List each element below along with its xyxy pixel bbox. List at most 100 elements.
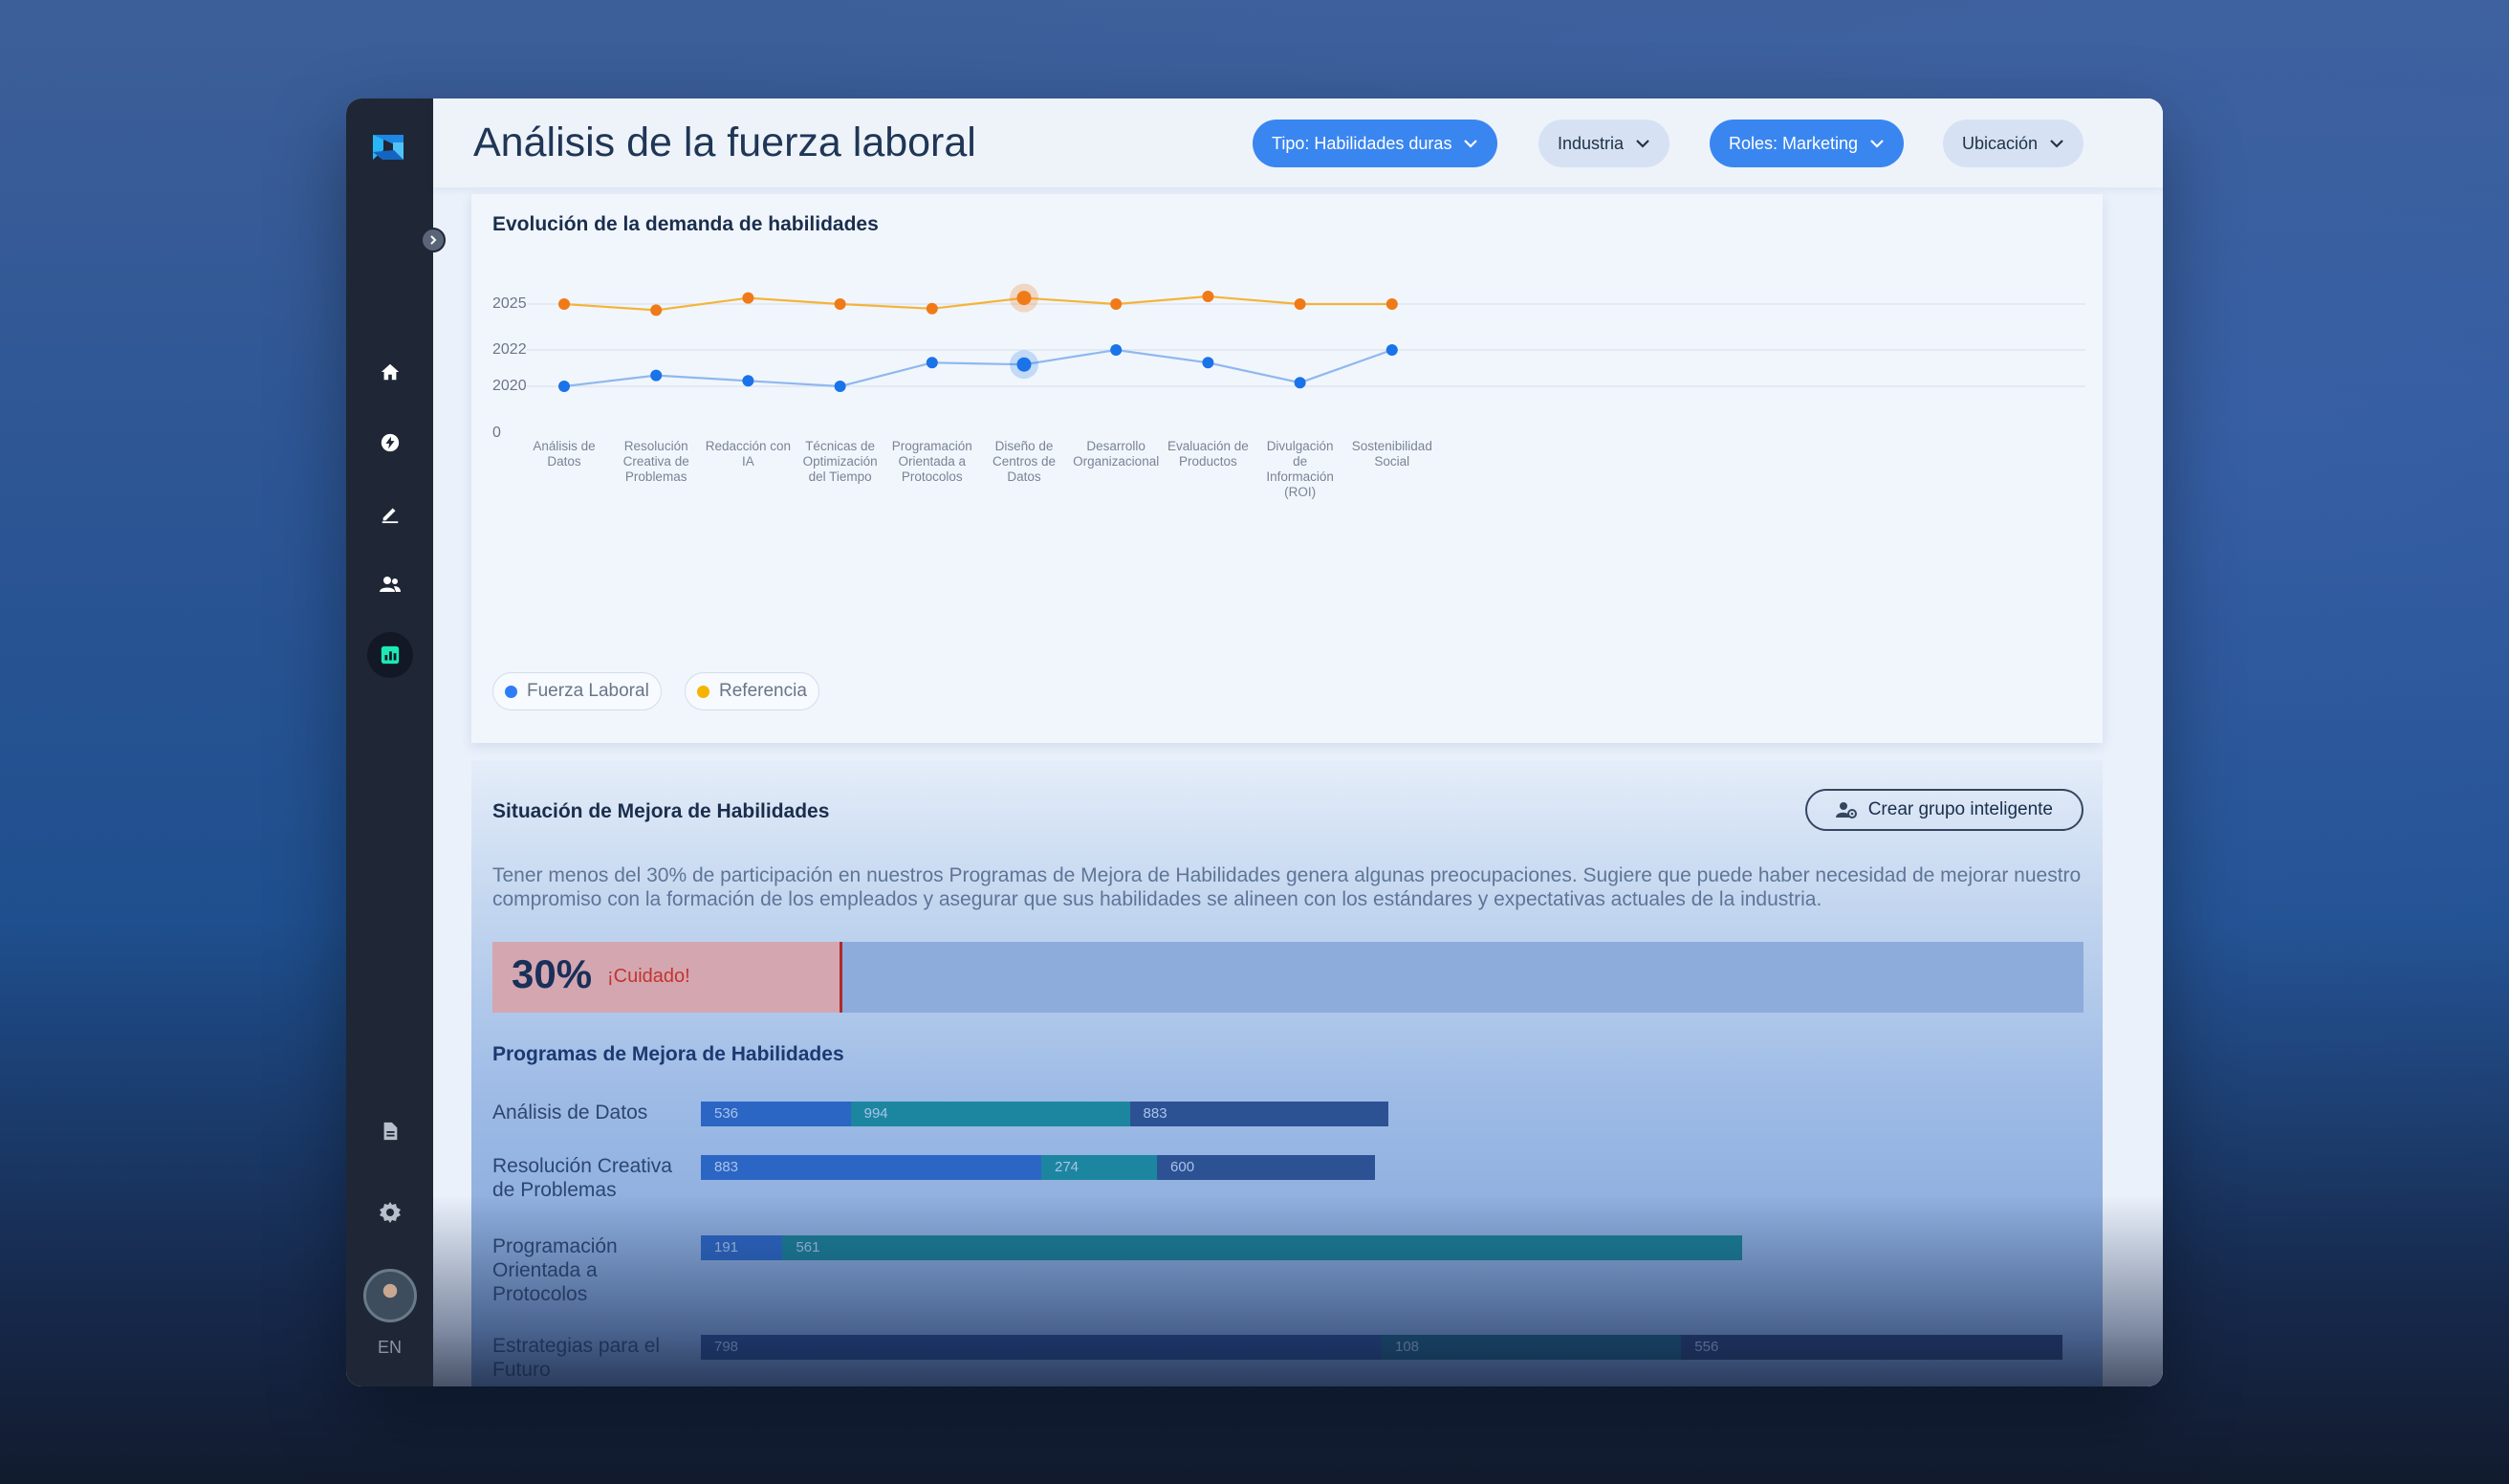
programs-title: Programas de Mejora de Habilidades	[492, 1043, 844, 1065]
program-bar-segment: 191	[701, 1235, 783, 1260]
program-label: Resolución Creativa de Problemas	[492, 1155, 672, 1201]
page-title: Análisis de la fuerza laboral	[473, 120, 976, 165]
program-bar[interactable]: 883 274 600	[701, 1155, 1375, 1180]
filter-industry[interactable]: Industria	[1538, 120, 1670, 167]
skills-demand-card: Evolución de la demanda de habilidades 0…	[471, 194, 2103, 743]
filter-roles-label: Roles: Marketing	[1729, 133, 1859, 153]
people-icon[interactable]	[367, 561, 413, 607]
participation-gauge-fill	[492, 942, 843, 1013]
x-tick-label: Programación Orientada a Protocolos	[892, 439, 972, 484]
program-bar-segment: 561	[782, 1235, 1743, 1260]
series-line-workforce	[563, 348, 1393, 388]
app-logo[interactable]	[369, 127, 407, 165]
chevron-down-icon	[2050, 140, 2063, 148]
upskilling-card: Situación de Mejora de Habilidades Crear…	[471, 760, 2103, 1386]
program-bar-segment: 274	[1041, 1155, 1158, 1180]
x-tick-label: Análisis de Datos	[533, 439, 595, 469]
program-label: Estrategias para el Futuro	[492, 1335, 661, 1381]
program-label: Programación Orientada a Protocolos	[492, 1235, 618, 1305]
filter-type-label: Tipo: Habilidades duras	[1272, 133, 1452, 153]
page-header: Análisis de la fuerza laboral Tipo: Habi…	[433, 98, 2163, 187]
participation-value: 30%	[512, 951, 593, 996]
chevron-right-icon	[430, 235, 437, 245]
program-bar-segment: 536	[701, 1102, 851, 1126]
x-tick-label: Sostenibilidad Social	[1352, 439, 1432, 469]
data-point	[1202, 357, 1214, 369]
user-avatar[interactable]	[363, 1269, 417, 1322]
data-point	[1016, 291, 1032, 306]
chevron-down-icon	[1636, 140, 1649, 148]
data-point	[834, 298, 846, 310]
x-tick-label: Resolución Creativa de Problemas	[623, 439, 689, 484]
participation-warning: ¡Cuidado!	[607, 966, 690, 987]
gear-icon[interactable]	[367, 1189, 413, 1235]
program-bar-segment: 600	[1157, 1155, 1375, 1180]
legend-reference[interactable]: Referencia	[685, 672, 819, 710]
language-selector[interactable]: EN	[377, 1338, 402, 1357]
legend-workforce-label: Fuerza Laboral	[527, 681, 649, 701]
data-point	[1294, 298, 1306, 310]
chevron-down-icon	[1464, 140, 1478, 148]
upskilling-title: Situación de Mejora de Habilidades	[492, 800, 830, 822]
data-point	[650, 369, 663, 382]
data-point	[1016, 357, 1032, 372]
y-tick-label: 2025	[492, 295, 527, 312]
data-point	[650, 304, 663, 316]
program-bar-segment: 994	[850, 1102, 1130, 1126]
app-window: EN Análisis de la fuerza laboral Tipo: H…	[346, 98, 2163, 1386]
filter-industry-label: Industria	[1558, 133, 1625, 153]
participation-gauge: 30% ¡Cuidado!	[492, 942, 2084, 1013]
y-tick-label: 2020	[492, 378, 527, 394]
program-bar[interactable]: 536 994 883	[701, 1102, 1389, 1126]
data-point	[558, 381, 570, 393]
program-bar-segment: 883	[701, 1155, 1041, 1180]
data-point	[558, 298, 570, 310]
collapse-sidebar-button[interactable]	[421, 228, 446, 252]
program-bar-segment: 883	[1129, 1102, 1389, 1126]
data-point	[834, 381, 846, 393]
sidebar: EN	[346, 98, 433, 1386]
x-tick-label: Desarrollo Organizacional	[1073, 439, 1159, 469]
x-tick-label: Divulgación de Información (ROI)	[1266, 439, 1334, 499]
program-bar-segment: 556	[1681, 1335, 2062, 1360]
create-smart-group-label: Crear grupo inteligente	[1867, 799, 2053, 819]
group-settings-icon	[1835, 802, 1857, 818]
filter-roles[interactable]: Roles: Marketing	[1710, 120, 1905, 167]
data-point	[742, 375, 754, 387]
filter-location[interactable]: Ubicación	[1943, 120, 2084, 167]
y-tick-label: 0	[492, 425, 501, 441]
legend-reference-label: Referencia	[719, 681, 807, 701]
filter-location-label: Ubicación	[1962, 133, 2039, 153]
bolt-icon[interactable]	[367, 420, 413, 466]
program-label: Análisis de Datos	[492, 1102, 648, 1124]
filter-type[interactable]: Tipo: Habilidades duras	[1253, 120, 1498, 167]
program-bar-segment: 108	[1382, 1335, 1682, 1360]
data-point	[1110, 298, 1123, 310]
data-point	[1385, 344, 1398, 356]
series-line-reference	[563, 295, 1392, 312]
program-bar[interactable]: 798 108 556	[701, 1335, 2062, 1360]
legend-dot-blue	[505, 685, 517, 698]
y-tick-label: 2022	[492, 341, 527, 358]
data-point	[742, 292, 754, 304]
data-point	[926, 302, 938, 315]
data-point	[1202, 291, 1214, 302]
pencil-icon[interactable]	[367, 491, 413, 536]
document-icon[interactable]	[367, 1108, 413, 1154]
chevron-down-icon	[1870, 140, 1884, 148]
x-tick-label: Técnicas de Optimización del Tiempo	[803, 439, 878, 484]
legend-dot-yellow	[697, 685, 709, 698]
skills-demand-chart: 0 2020 2022 2025 Análisis de Datos Resolución C…	[492, 283, 2085, 499]
x-tick-label: Redacción con IA	[706, 439, 791, 469]
analytics-icon[interactable]	[367, 632, 413, 678]
create-smart-group-button[interactable]: Crear grupo inteligente	[1804, 789, 2084, 831]
home-icon[interactable]	[367, 349, 413, 395]
x-tick-label: Evaluación de Productos	[1167, 439, 1249, 469]
chart-title: Evolución de la demanda de habilidades	[492, 213, 879, 235]
data-point	[926, 357, 938, 369]
data-point	[1385, 298, 1398, 310]
main-content: Análisis de la fuerza laboral Tipo: Habi…	[433, 98, 2163, 1386]
program-bar[interactable]: 191 561	[701, 1235, 1743, 1260]
legend-workforce[interactable]: Fuerza Laboral	[492, 672, 662, 710]
program-bar-segment: 798	[701, 1335, 1382, 1360]
